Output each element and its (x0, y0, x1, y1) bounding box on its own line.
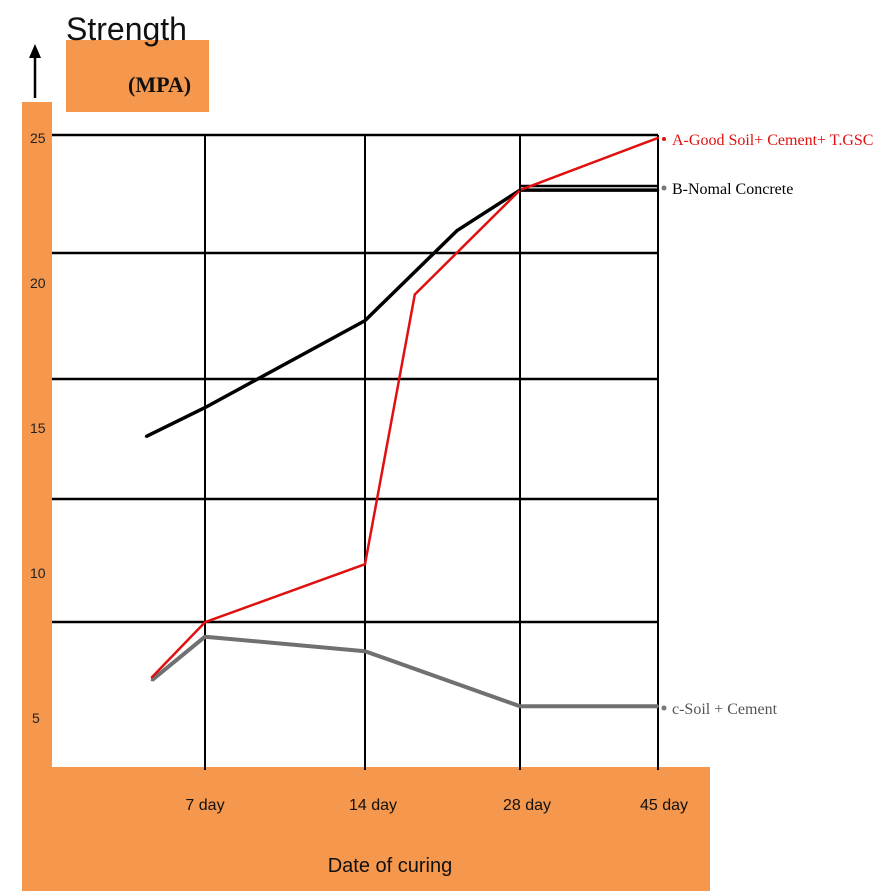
data-point-c-0 (150, 679, 154, 682)
y-tick-label: 10 (30, 565, 46, 581)
grid (52, 133, 659, 770)
data-point-c-1 (203, 635, 207, 638)
data-point-a-5 (656, 136, 660, 140)
legend-marker-b (661, 185, 667, 191)
y-axis-arrowhead (29, 44, 41, 58)
legend: A-Good Soil+ Cement+ T.GSC B-Nomal Concr… (661, 132, 873, 718)
x-axis-title: Date of curing (328, 855, 453, 877)
data-point-b-1 (203, 406, 207, 409)
data-point-c-3 (518, 705, 522, 708)
data-point-b-3 (455, 229, 459, 232)
legend-label-b: B-Nomal Concrete (672, 181, 793, 198)
legend-marker-a (662, 137, 666, 141)
data-point-b-4 (518, 188, 522, 192)
x-tick-label: 28 day (503, 797, 551, 814)
x-tick-label: 14 day (349, 797, 397, 814)
y-tick-label: 20 (30, 275, 46, 291)
data-point-b-2 (363, 319, 367, 322)
data-point-a-0 (150, 676, 154, 679)
series-line-c (150, 634, 658, 709)
data-point-a-2 (363, 563, 367, 566)
data-point-a-1 (203, 621, 207, 624)
legend-label-c: c-Soil + Cement (672, 701, 778, 718)
legend-marker-c (661, 705, 667, 711)
x-tick-label: 7 day (185, 797, 224, 814)
data-point-b-5 (656, 188, 660, 192)
y-tick-label: 5 (32, 710, 40, 726)
series-line-a (150, 136, 659, 679)
legend-label-a: A-Good Soil+ Cement+ T.GSC (672, 132, 873, 149)
y-axis-band (22, 102, 52, 770)
series-line-b (145, 188, 658, 439)
data-point-b-0 (144, 435, 148, 438)
series-points (144, 136, 660, 708)
data-point-c-2 (363, 650, 367, 653)
x-tick-label: 45 day (640, 797, 688, 814)
y-tick-label: 25 (30, 130, 46, 146)
y-axis-title: Strength (66, 11, 187, 47)
y-axis-unit: (MPA) (128, 72, 191, 97)
x-axis-band (22, 767, 710, 891)
y-title-band (66, 40, 209, 112)
y-tick-label: 15 (30, 420, 46, 436)
data-point-a-3 (413, 293, 416, 296)
data-point-c-4 (656, 705, 660, 708)
